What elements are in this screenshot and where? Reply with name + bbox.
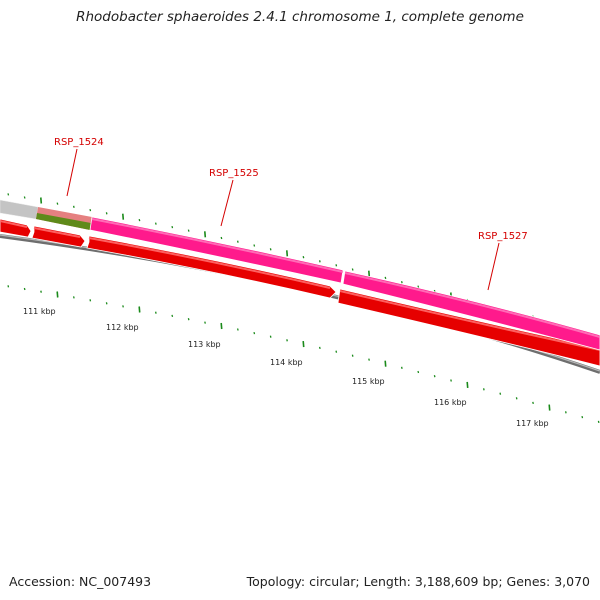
minor-tick	[368, 358, 370, 361]
major-tick	[466, 381, 469, 388]
minor-tick	[499, 392, 502, 395]
backbone	[0, 234, 600, 374]
minor-tick	[400, 366, 403, 369]
minor-tick	[220, 236, 223, 240]
gene-feature-rsp1527	[342, 270, 600, 351]
minor-tick	[138, 218, 141, 222]
scale-label-114kbp: 114 kbp	[270, 358, 303, 367]
minor-tick	[72, 296, 75, 299]
forward-strand-features	[0, 199, 600, 351]
minor-tick	[351, 354, 354, 357]
major-tick	[204, 231, 207, 238]
minor-tick	[7, 285, 10, 288]
minor-tick	[417, 370, 420, 374]
scale-label-113kbp: 113 kbp	[188, 340, 221, 349]
minor-tick	[581, 415, 584, 419]
minor-tick	[23, 287, 26, 291]
scale-label-111kbp: 111 kbp	[23, 307, 56, 316]
minor-tick	[302, 256, 305, 259]
minor-tick	[72, 205, 75, 208]
map-title: Rhodobacter sphaeroides 2.4.1 chromosome…	[76, 9, 524, 25]
minor-tick	[253, 244, 256, 247]
gene-feature-reverse	[31, 225, 86, 248]
minor-tick	[171, 225, 174, 229]
minor-tick	[450, 379, 452, 382]
minor-tick	[417, 285, 420, 288]
minor-tick	[335, 350, 338, 353]
major-tick	[220, 322, 223, 330]
major-tick	[302, 341, 305, 348]
minor-tick	[236, 328, 239, 331]
minor-tick	[40, 290, 42, 293]
scale-label-117kbp: 117 kbp	[516, 419, 549, 428]
minor-tick	[351, 268, 354, 271]
minor-tick	[318, 346, 321, 350]
minor-tick	[597, 420, 600, 424]
minor-tick	[515, 397, 518, 400]
gene-label-lines	[66, 148, 500, 291]
minor-tick	[7, 193, 10, 196]
minor-tick	[269, 248, 272, 251]
minor-tick	[56, 202, 59, 205]
minor-tick	[154, 311, 157, 314]
gene-label-rsp1525[interactable]: RSP_1525	[209, 168, 259, 179]
minor-tick	[187, 229, 190, 232]
minor-tick	[204, 321, 206, 324]
genome-summary-text: Topology: circular; Length: 3,188,609 bp…	[246, 574, 590, 589]
minor-tick	[532, 401, 534, 405]
major-tick	[548, 404, 551, 411]
gene-feature-rsp1525	[89, 216, 344, 284]
reverse-strand-features	[0, 218, 600, 367]
minor-tick	[105, 302, 108, 305]
scale-label-112kbp: 112 kbp	[106, 323, 139, 332]
minor-tick	[187, 318, 190, 321]
minor-tick	[335, 264, 338, 267]
minor-tick	[122, 305, 124, 308]
major-tick	[368, 270, 371, 277]
major-tick	[384, 360, 387, 367]
minor-tick	[269, 335, 272, 338]
minor-tick	[105, 212, 108, 215]
minor-tick	[236, 240, 239, 243]
minor-tick	[384, 276, 387, 280]
gene-label-rsp1527[interactable]: RSP_1527	[478, 231, 528, 242]
minor-tick	[400, 281, 403, 284]
gene-label-rsp1524[interactable]: RSP_1524	[54, 137, 104, 148]
minor-tick	[89, 299, 92, 302]
accession-text: Accession: NC_007493	[9, 574, 152, 589]
minor-tick	[253, 331, 256, 335]
major-tick	[40, 197, 43, 204]
gene-feature-reverse	[86, 235, 337, 299]
minor-tick	[318, 260, 321, 263]
scale-label-116kbp: 116 kbp	[434, 398, 467, 407]
minor-tick	[482, 388, 485, 391]
minor-tick	[564, 411, 567, 414]
minor-tick	[433, 375, 436, 378]
minor-tick	[286, 339, 288, 342]
scale-ticks-lower	[7, 285, 600, 424]
gene-feature-reverse	[337, 288, 600, 367]
scale-label-115kbp: 115 kbp	[352, 377, 385, 386]
major-tick	[56, 291, 59, 298]
unannotated-feature	[0, 199, 39, 220]
minor-tick	[171, 314, 174, 318]
minor-tick	[23, 196, 26, 199]
major-tick	[286, 250, 289, 257]
minor-tick	[89, 208, 92, 212]
minor-tick	[154, 222, 157, 225]
major-tick	[138, 306, 141, 313]
major-tick	[122, 213, 125, 220]
